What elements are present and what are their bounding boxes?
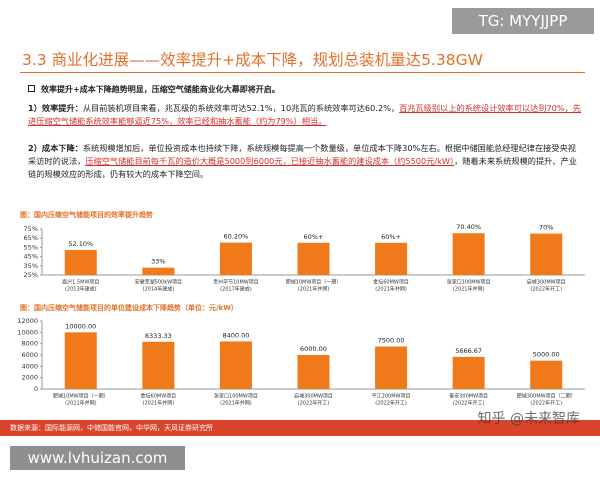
value-label: 8400.00 <box>222 331 249 339</box>
x-tick-note: (2014年建成) <box>143 286 175 293</box>
y-tick-label: 35% <box>24 262 38 270</box>
point-text: ，随着未来系统规模的提升、产业链的规模效应的形成，仍有较大的成本下降空间。 <box>28 156 577 179</box>
bar <box>530 233 563 275</box>
value-label: 33% <box>151 258 165 266</box>
bar <box>375 346 408 389</box>
chart: 25%35%45% 55%65%75% 52.10% 嘉兴1.5MW项目(2013年建… <box>24 223 585 293</box>
value-label: 60%+ <box>381 233 401 241</box>
watermark: www.lvhuizan.com <box>10 446 185 470</box>
x-tick-note: (2022年开工) <box>453 400 485 407</box>
bar <box>297 242 330 275</box>
x-tick-label: 肥城10MW项目（一期） <box>286 279 342 286</box>
bar <box>452 233 485 275</box>
title-rule <box>20 72 585 73</box>
x-tick-label: 金坛60MW项目 <box>373 279 409 286</box>
y-tick-label: 25% <box>24 271 38 279</box>
value-label: 60%+ <box>304 233 324 241</box>
x-tick-note: (2021年并网) <box>453 286 485 293</box>
value-label: 70% <box>539 224 553 232</box>
value-label: 52.10% <box>68 240 93 248</box>
value-label: 8333.33 <box>145 332 172 340</box>
point: 2）成本下降：系统规模增加后，单位投资成本也持续下降，系统规模每提高一个数量级，… <box>28 142 584 181</box>
x-tick-label: 张家口100MW项目 <box>214 393 258 400</box>
point: 1）效率提升：从目前装机项目来看，兆瓦级的系统效率可达52.1%，10兆瓦的系统… <box>28 102 584 128</box>
highlight-text: 压缩空气储能目前每千瓦的造价大概是5000到6000元，已接近抽水蓄能的建设成本… <box>85 156 455 166</box>
x-tick-note: (2021年并网) <box>65 400 97 407</box>
y-tick-label: 10000 <box>17 328 38 336</box>
bar <box>142 267 175 275</box>
bar <box>530 360 563 389</box>
y-tick-label: 45% <box>24 253 38 261</box>
chart-title: 图：国内压缩空气储能项目的单位建设成本下降趋势（单位：元/kW） <box>20 304 238 312</box>
bar <box>64 250 97 275</box>
summary-text: 效率提升+成本下降趋势明显，压缩空气储能商业化大幕即将开启。 <box>41 85 280 94</box>
x-tick-label: 启城300MW项目 <box>527 279 566 286</box>
x-tick-note: (2021年并网) <box>220 400 252 407</box>
highlight-text: 百兆瓦级别以上的系统设计效率可以达到70%，先进压缩空气储能系统效率能够逼近75… <box>28 103 582 126</box>
watermark: 知乎 @未来智库 <box>477 411 580 427</box>
x-tick-label: 泰安300MW项目 <box>449 393 488 400</box>
y-tick-label: 8000 <box>21 340 38 348</box>
chart: 0 2000 4000 6000 8000 10000 12000 10000.00 肥城10M… <box>17 317 585 407</box>
value-label: 6000.00 <box>300 345 327 353</box>
point-text: 从目前装机项目来看，兆瓦级的系统效率可达52.1%，10兆瓦的系统效率可达60.… <box>82 103 400 113</box>
y-tick-label: 65% <box>24 234 38 242</box>
x-tick-note: (2017年建成) <box>220 286 252 293</box>
value-label: 5000.00 <box>533 351 560 359</box>
x-tick-note: (2013年建成) <box>65 286 97 293</box>
x-tick-note: (2022年开工) <box>530 400 562 407</box>
x-tick-label: 肥城10MW项目（一期） <box>53 393 109 400</box>
x-tick-note: (2022年开工) <box>375 400 407 407</box>
x-tick-label: 嘉兴1.5MW项目 <box>62 279 99 286</box>
y-tick-label: 75% <box>24 225 38 233</box>
bar <box>219 242 252 275</box>
point-label: 1）效率提升： <box>28 103 83 113</box>
y-tick-label: 55% <box>24 243 38 251</box>
x-tick-label: 安徽芜湖500kW项目 <box>135 279 182 286</box>
value-label: 7500.00 <box>378 337 405 345</box>
x-tick-label: 张家口100MW项目 <box>447 279 491 286</box>
y-tick-label: 12000 <box>17 317 38 325</box>
x-tick-note: (2021年并网) <box>298 286 330 293</box>
x-tick-note: (2022年开工) <box>530 286 562 293</box>
source-bar: 数据来源：国际能源网，中储国能官网，中华网，天风证券研究所 <box>0 420 600 436</box>
y-tick-label: 6000 <box>21 351 38 359</box>
bar <box>452 356 485 389</box>
watermark: TG: MYYJJPP <box>452 8 594 34</box>
x-tick-label: 启城300MW项目 <box>294 393 333 400</box>
value-label: 5666.67 <box>455 347 482 355</box>
y-tick-label: 0 <box>34 385 38 393</box>
point-label: 2）成本下降： <box>28 143 83 153</box>
slide-title: 3.3 商业化进展——效率提升+成本下降，规划总装机量达5.38GW <box>22 51 483 69</box>
value-label: 10000.00 <box>65 322 96 330</box>
point-text: 系统规模增加后，单位投资成本也持续下降，系统规模每提高一个数量级，单位成本下降3… <box>28 143 576 166</box>
x-tick-note: (2021年并网) <box>143 400 175 407</box>
bar <box>219 341 252 389</box>
x-tick-label: 金坛60MW项目 <box>141 393 177 400</box>
bar <box>64 332 97 389</box>
bar <box>375 242 408 275</box>
y-tick-label: 4000 <box>21 362 38 370</box>
value-label: 60.20% <box>224 233 249 241</box>
x-tick-label: 肥城300MW项目（二期） <box>517 393 576 400</box>
value-label: 70.40% <box>456 223 481 231</box>
x-tick-note: (2021年并网) <box>375 286 407 293</box>
chart-title: 图：国内压缩空气储能项目的效率提升趋势 <box>20 211 153 219</box>
x-tick-label: 贵州毕节10MW项目 <box>213 279 259 286</box>
bar <box>142 341 175 389</box>
x-tick-note: (2022年开工) <box>298 400 330 407</box>
bar <box>297 355 330 389</box>
y-tick-label: 2000 <box>21 374 38 382</box>
x-tick-label: 平江200MW项目 <box>372 393 411 400</box>
summary: 效率提升+成本下降趋势明显，压缩空气储能商业化大幕即将开启。 <box>28 84 280 95</box>
